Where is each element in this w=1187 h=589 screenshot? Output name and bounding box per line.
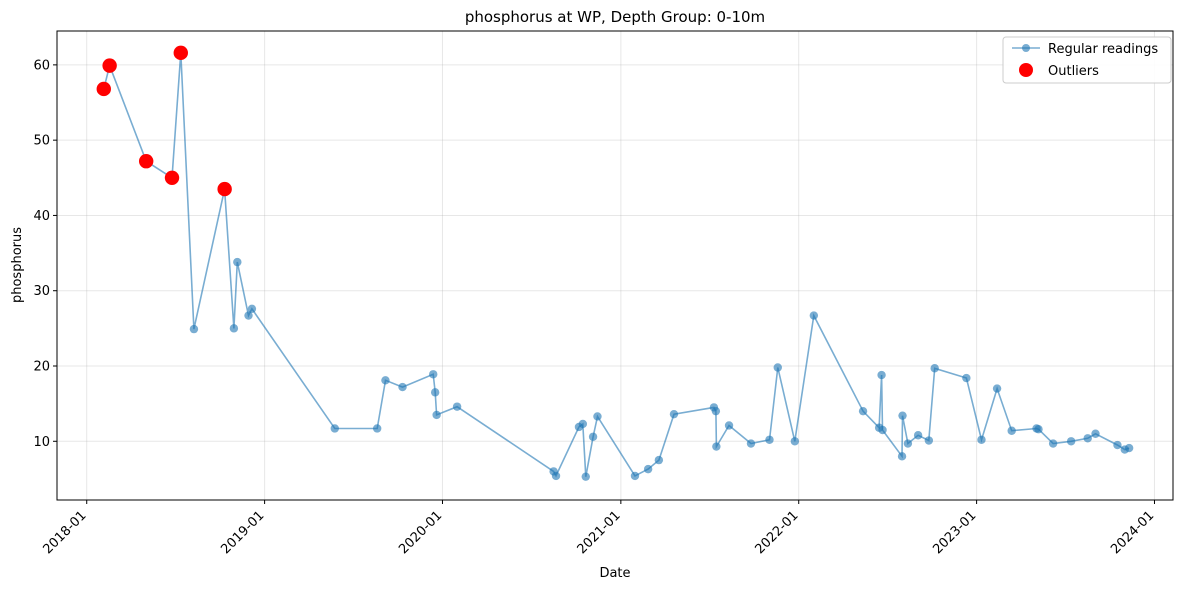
regular-reading-point: [429, 370, 438, 379]
regular-reading-point: [432, 410, 441, 420]
regular-reading-point: [809, 311, 819, 320]
regular-reading-point: [903, 439, 913, 448]
regular-reading-point: [247, 304, 257, 313]
regular-reading-point: [962, 373, 971, 383]
regular-reading-point: [977, 435, 986, 444]
regular-reading-point: [765, 435, 774, 444]
legend-outlier-marker: [1019, 63, 1033, 77]
regular-reading-point: [593, 412, 602, 421]
regular-reading-point: [588, 432, 598, 441]
regular-reading-point: [878, 425, 887, 435]
regular-reading-point: [1083, 434, 1092, 443]
regular-reading-point: [630, 471, 640, 481]
outlier-point: [173, 45, 188, 61]
regular-reading-point: [372, 424, 382, 433]
regular-reading-point: [551, 471, 561, 481]
regular-reading-point: [233, 257, 242, 267]
regular-reading-point: [930, 364, 939, 373]
regular-reading-point: [244, 311, 253, 320]
plot-area: [57, 31, 1173, 500]
y-tick-label: 20: [33, 360, 50, 375]
y-tick-label: 50: [33, 134, 50, 149]
chart-title: phosphorus at WP, Depth Group: 0-10m: [465, 8, 765, 26]
regular-reading-point: [578, 419, 588, 429]
regular-reading-point: [330, 424, 339, 433]
outlier-point: [164, 170, 180, 185]
legend-regular-label: Regular readings: [1048, 42, 1158, 57]
y-axis-ticks: 10 20 30 40 50 60: [33, 58, 57, 450]
regular-reading-point: [1091, 429, 1100, 438]
regular-reading-point: [1048, 439, 1058, 448]
regular-reading-point: [1124, 443, 1134, 453]
regular-reading-point: [381, 376, 390, 385]
outlier-point: [217, 181, 232, 197]
outlier-point: [96, 81, 111, 97]
regular-reading-point: [877, 370, 886, 380]
regular-reading-point: [913, 431, 923, 440]
regular-reading-point: [992, 384, 1002, 393]
regular-reading-point: [229, 324, 239, 333]
regular-reading-point: [1007, 426, 1016, 435]
regular-reading-point: [858, 406, 868, 416]
regular-reading-point: [1113, 440, 1122, 450]
regular-reading-point: [924, 436, 934, 445]
outlier-markers: [96, 45, 232, 197]
legend: Regular readings Outliers: [1002, 36, 1172, 84]
regular-reading-point: [898, 411, 907, 420]
outlier-point: [138, 154, 154, 169]
legend-outlier-label: Outliers: [1048, 64, 1099, 79]
regular-reading-point: [724, 421, 734, 430]
y-tick-label: 40: [33, 209, 50, 224]
y-tick-label: 10: [33, 435, 50, 450]
regular-reading-point: [1066, 437, 1076, 446]
regular-reading-point: [189, 324, 199, 334]
regular-reading-point: [430, 388, 440, 397]
legend-regular-marker: [1022, 44, 1030, 52]
y-tick-label: 60: [33, 58, 50, 73]
y-axis-label: phosphorus: [10, 227, 25, 303]
legend-box: [1002, 36, 1172, 84]
x-axis-label: Date: [599, 566, 630, 581]
regular-reading-point: [897, 452, 907, 461]
regular-reading-point: [746, 439, 756, 448]
regular-reading-point: [398, 382, 407, 392]
plot-frame: [56, 30, 1174, 501]
regular-reading-point: [669, 409, 679, 419]
regular-reading-point: [711, 406, 721, 416]
y-tick-label: 30: [33, 284, 50, 299]
regular-reading-point: [654, 455, 664, 465]
outlier-point: [102, 58, 117, 73]
regular-reading-point: [452, 402, 462, 411]
regular-reading-point: [773, 363, 782, 372]
regular-reading-point: [643, 464, 653, 474]
regular-reading-point: [790, 437, 800, 446]
regular-reading-point: [712, 442, 721, 451]
regular-reading-point: [581, 472, 590, 481]
regular-reading-point: [1034, 425, 1043, 434]
